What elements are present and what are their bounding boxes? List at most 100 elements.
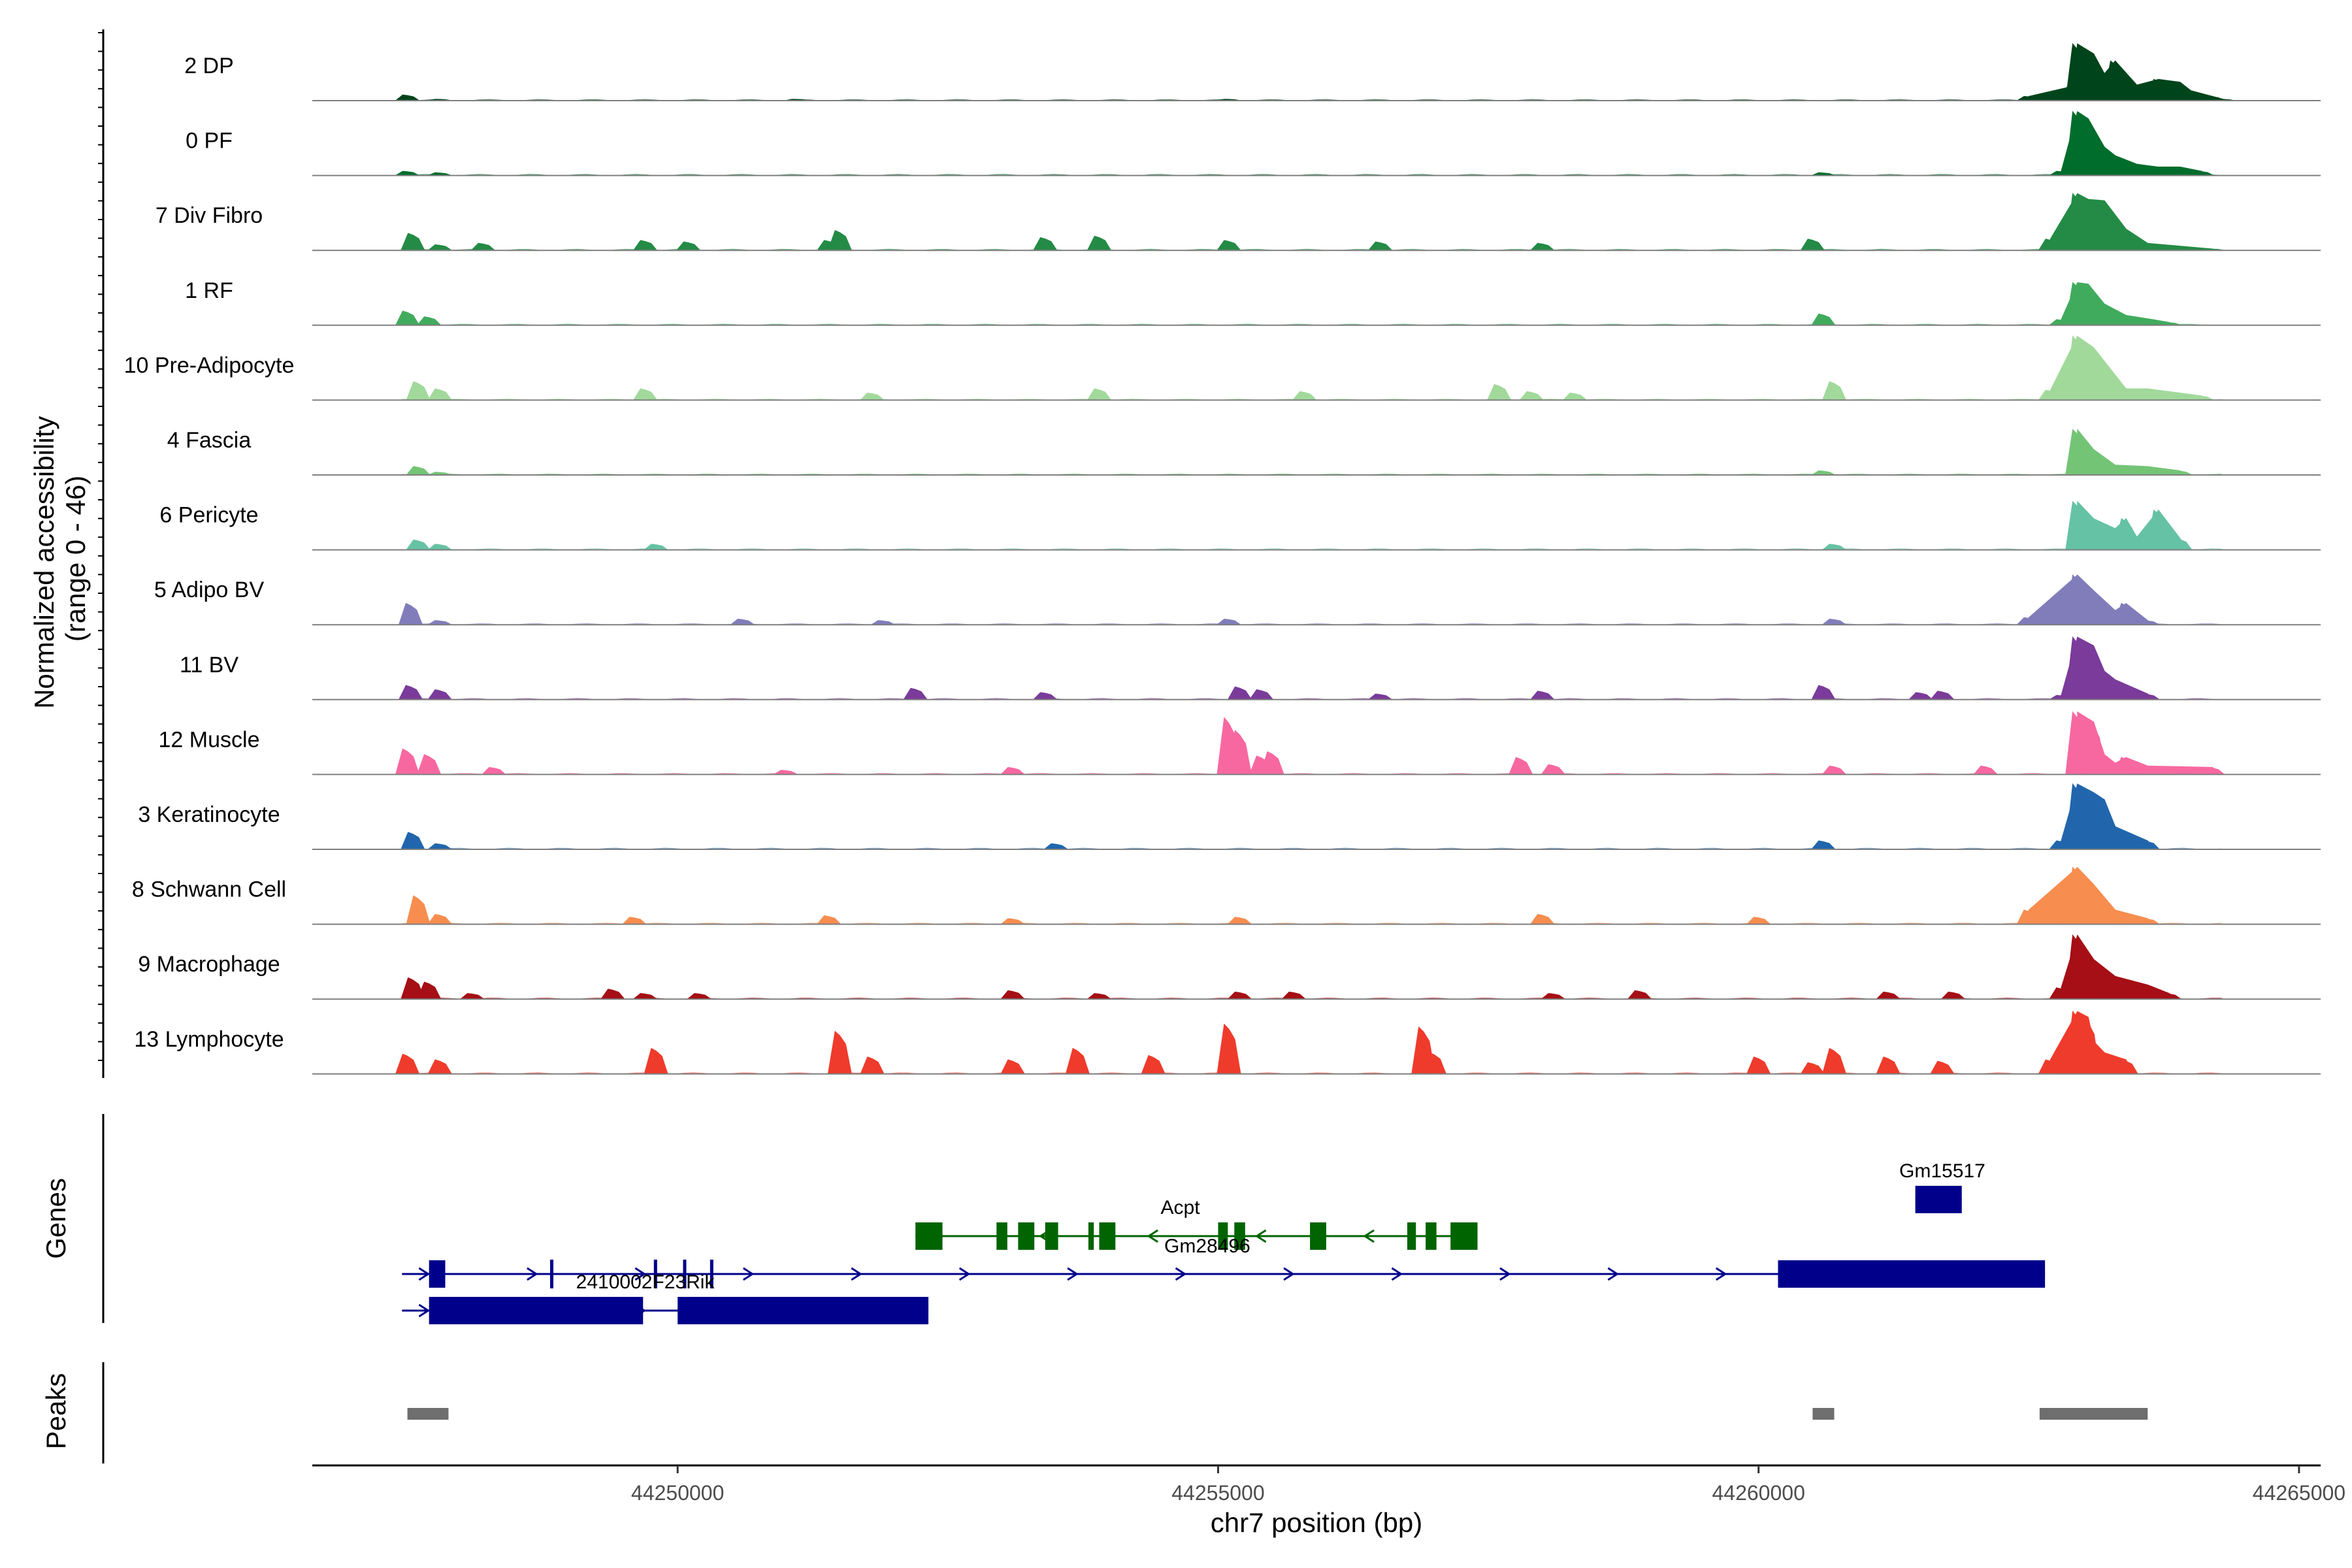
coverage-main-peak bbox=[2028, 43, 2230, 101]
track-10-pre-adipocyte: 10 Pre-Adipocyte bbox=[124, 335, 2321, 401]
track-7-div-fibro: 7 Div Fibro bbox=[155, 193, 2321, 252]
coverage-main-peak bbox=[2077, 429, 2188, 476]
strand-arrow bbox=[851, 1267, 862, 1281]
coverage-main-peak bbox=[2061, 282, 2176, 326]
x-tick-label: 44260000 bbox=[1712, 1481, 1805, 1505]
coverage-main-peak bbox=[2050, 193, 2219, 251]
gene-exon bbox=[1088, 1222, 1094, 1250]
coverage-area bbox=[400, 934, 2183, 1000]
coverage-area bbox=[406, 335, 2214, 400]
track-label: 12 Muscle bbox=[159, 727, 260, 752]
gene-gm15517: Gm15517 bbox=[1899, 1160, 1985, 1213]
strand-arrow bbox=[418, 1267, 431, 1281]
track-label: 3 Keratinocyte bbox=[138, 802, 280, 827]
coverage-main-peak bbox=[2028, 574, 2155, 625]
coverage-area bbox=[398, 636, 2161, 700]
gene-label: 2410002F23Rik bbox=[576, 1271, 715, 1293]
coverage-y-axis-ticks bbox=[98, 32, 103, 1061]
track-1-rf: 1 RF bbox=[185, 278, 2321, 326]
gene-exon bbox=[1234, 1222, 1245, 1250]
track-label: 2 DP bbox=[184, 54, 234, 78]
peak-region bbox=[2039, 1408, 2148, 1420]
track-6-pericyte: 6 Pericyte bbox=[159, 500, 2321, 551]
peaks-panel-title: Peaks bbox=[41, 1373, 71, 1450]
track-label: 5 Adipo BV bbox=[154, 578, 265, 602]
gene-exon bbox=[1018, 1222, 1035, 1250]
gene-exon bbox=[1218, 1222, 1228, 1250]
track-5-adipo-bv: 5 Adipo BV bbox=[154, 574, 2321, 626]
strand-arrow bbox=[527, 1267, 538, 1281]
track-0-pf: 0 PF bbox=[186, 110, 2321, 176]
gene-exon bbox=[429, 1260, 446, 1288]
gene-label: Acpt bbox=[1161, 1197, 1201, 1218]
track-11-bv: 11 BV bbox=[180, 636, 2321, 700]
peak-region bbox=[407, 1408, 449, 1420]
strand-arrow bbox=[1715, 1267, 1727, 1281]
strand-arrow bbox=[1363, 1229, 1375, 1243]
x-axis-ticks: 44250000 44255000 44260000 44265000 bbox=[631, 1465, 2345, 1505]
gene-exon bbox=[1426, 1222, 1437, 1250]
coverage-area bbox=[395, 1010, 2139, 1075]
coverage-main-peak bbox=[2028, 866, 2155, 925]
gene-exon bbox=[1099, 1222, 1116, 1250]
peak-region bbox=[1812, 1408, 1835, 1420]
track-8-schwann-cell: 8 Schwann Cell bbox=[132, 866, 2321, 925]
coverage-area bbox=[394, 110, 2214, 176]
strand-arrow bbox=[1067, 1267, 1079, 1281]
x-tick-label: 44250000 bbox=[631, 1481, 724, 1505]
strand-arrow bbox=[1499, 1267, 1511, 1281]
x-axis-title: chr7 position (bp) bbox=[1211, 1507, 1423, 1538]
gene-exon bbox=[915, 1222, 943, 1250]
track-label: 7 Div Fibro bbox=[155, 203, 263, 228]
gene-exon bbox=[683, 1260, 687, 1288]
gene-exon bbox=[549, 1260, 553, 1288]
gene-exon bbox=[996, 1222, 1007, 1250]
genes-panel-title: Genes bbox=[41, 1178, 71, 1259]
y-axis-title-line1: Normalized accessibility bbox=[29, 416, 59, 709]
coverage-main-peak bbox=[2050, 1011, 2133, 1075]
strand-arrow bbox=[1391, 1267, 1403, 1281]
gene-exon bbox=[1778, 1260, 2046, 1288]
gene-exon bbox=[1915, 1186, 1962, 1213]
coverage-main-peak bbox=[2061, 783, 2155, 850]
track-4-fascia: 4 Fascia bbox=[167, 428, 2321, 476]
track-2-dp: 2 DP bbox=[184, 42, 2321, 101]
gene-exon bbox=[710, 1260, 713, 1288]
gene-exon bbox=[1045, 1222, 1058, 1250]
coverage-area bbox=[400, 783, 2161, 850]
peak-regions bbox=[407, 1408, 2148, 1420]
strand-arrow bbox=[1175, 1267, 1187, 1281]
strand-arrow bbox=[634, 1267, 647, 1281]
track-label: 11 BV bbox=[180, 653, 238, 678]
gene-annotations: Acpt Gm28496 2410002F23Rik Gm15517 bbox=[402, 1160, 2046, 1324]
track-12-muscle: 12 Muscle bbox=[159, 711, 2321, 776]
coverage-area bbox=[395, 711, 2225, 775]
y-axis-title: Normalized accessibility (range 0 - 46) bbox=[29, 408, 91, 709]
gene-exon bbox=[429, 1297, 644, 1324]
coverage-area bbox=[406, 866, 2161, 925]
coverage-main-peak bbox=[2077, 711, 2220, 775]
track-label: 1 RF bbox=[185, 278, 233, 303]
gene-exon bbox=[653, 1260, 657, 1288]
coverage-main-peak bbox=[2061, 110, 2210, 176]
gene-label: Gm15517 bbox=[1899, 1160, 1985, 1182]
track-label: 10 Pre-Adipocyte bbox=[124, 353, 295, 378]
track-label: 0 PF bbox=[186, 129, 233, 154]
track-label: 6 Pericyte bbox=[159, 503, 258, 528]
strand-arrow bbox=[958, 1267, 971, 1281]
strand-arrow bbox=[742, 1267, 755, 1281]
coverage-main-peak bbox=[2050, 335, 2210, 400]
gene-label: Gm28496 bbox=[1164, 1235, 1250, 1257]
strand-arrow bbox=[1254, 1229, 1267, 1243]
track-3-keratinocyte: 3 Keratinocyte bbox=[138, 783, 2321, 850]
gene-2410002f23rik: 2410002F23Rik bbox=[402, 1271, 929, 1324]
coverage-area bbox=[400, 193, 2225, 251]
gene-exon bbox=[1450, 1222, 1478, 1250]
x-tick-label: 44255000 bbox=[1171, 1481, 1264, 1505]
track-label: 8 Schwann Cell bbox=[132, 877, 286, 902]
strand-arrow bbox=[1283, 1267, 1295, 1281]
coverage-main-peak bbox=[2061, 636, 2155, 700]
strand-arrow bbox=[1607, 1267, 1620, 1281]
coverage-area bbox=[406, 429, 2193, 476]
